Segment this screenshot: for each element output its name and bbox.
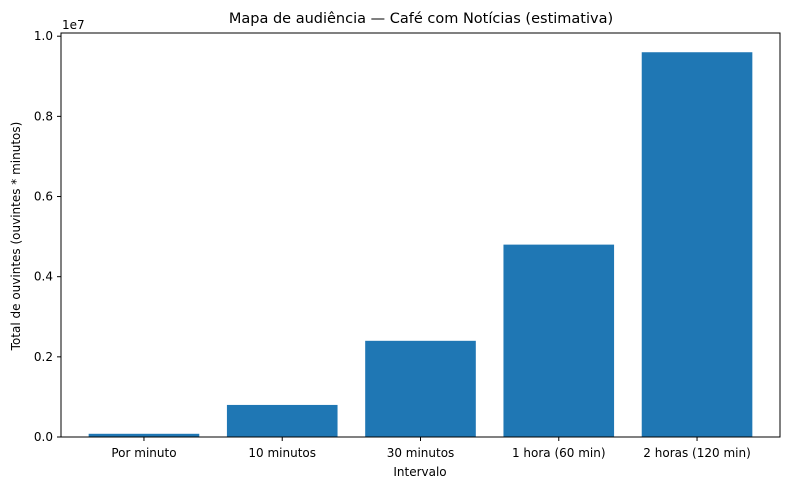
y-tick-label: 0.4 — [34, 270, 53, 284]
y-tick-label: 1.0 — [34, 29, 53, 43]
bar-3 — [365, 340, 476, 437]
x-tick-label: 1 hora (60 min) — [512, 446, 606, 460]
y-axis-label: Total de ouvintes (ouvintes * minutos) — [9, 122, 23, 352]
y-tick-label: 0.2 — [34, 350, 53, 364]
plot-area: Por minuto 10 minutos 30 minutos 1 hora (60… — [34, 29, 781, 460]
x-tick-label: Por minuto — [111, 446, 176, 460]
bar-1 — [88, 433, 200, 437]
chart-title: Mapa de audiência — Café com Notícias (e… — [229, 11, 613, 27]
x-axis-label: Intervalo — [393, 465, 446, 479]
x-tick-label: 30 minutos — [387, 446, 455, 460]
x-tick-label: 2 horas (120 min) — [643, 446, 750, 460]
bar-5 — [641, 52, 753, 437]
y-tick-label: 0.6 — [34, 190, 53, 204]
y-tick-label: 0.0 — [34, 430, 53, 444]
plot-frame — [60, 32, 781, 438]
x-tick-label: 10 minutos — [248, 446, 316, 460]
y-axis-offset-label: 1e7 — [62, 18, 85, 32]
bar-2 — [226, 404, 338, 437]
y-tick-label: 0.8 — [34, 109, 53, 123]
bar-4 — [503, 244, 615, 437]
